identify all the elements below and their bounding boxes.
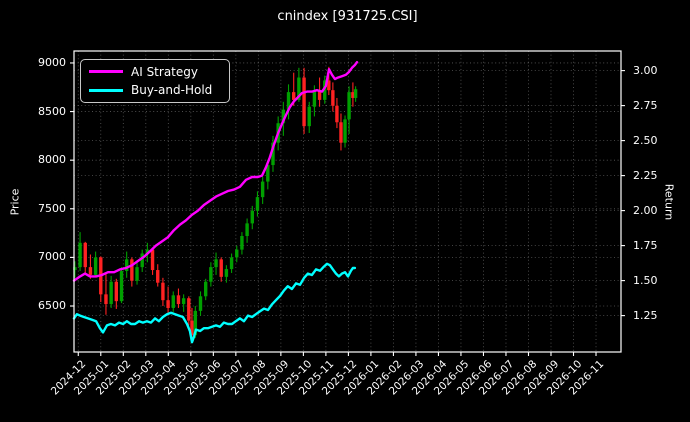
legend-item-ai-strategy: AI Strategy	[81, 63, 229, 81]
return-tick-label: 1.25	[633, 308, 658, 322]
chart-title: cnindex [931725.CSI]	[277, 9, 418, 24]
price-tick-label: 8000	[38, 153, 66, 167]
price-tick-label: 8500	[38, 104, 66, 118]
return-tick-label: 1.75	[633, 238, 658, 252]
return-tick-label: 1.50	[633, 273, 658, 287]
buy-and-hold-line-swatch	[89, 88, 123, 92]
ai-strategy-line-swatch	[89, 70, 123, 74]
legend: AI Strategy Buy-and-Hold	[80, 59, 230, 103]
price-tick-label: 6500	[38, 299, 66, 312]
price-tick-label: 7500	[38, 201, 66, 215]
price-tick-label: 7000	[38, 250, 66, 264]
legend-item-buy-and-hold: Buy-and-Hold	[81, 81, 229, 99]
plot-border	[73, 50, 622, 353]
candlestick-series	[73, 66, 358, 342]
tick-marks	[70, 62, 625, 356]
left-axis-label: Price	[8, 188, 22, 216]
buy-and-hold-line	[72, 262, 357, 344]
legend-label: AI Strategy	[131, 64, 198, 79]
legend-label: Buy-and-Hold	[131, 83, 213, 98]
return-tick-label: 3.00	[633, 63, 658, 77]
ai-strategy-line	[72, 61, 359, 282]
return-tick-label: 2.50	[633, 133, 658, 147]
return-tick-label: 2.00	[633, 203, 658, 217]
return-tick-label: 2.75	[633, 98, 658, 112]
price-tick-label: 9000	[38, 55, 66, 69]
return-tick-label: 2.25	[633, 168, 658, 182]
right-axis-label: Return	[662, 183, 676, 221]
